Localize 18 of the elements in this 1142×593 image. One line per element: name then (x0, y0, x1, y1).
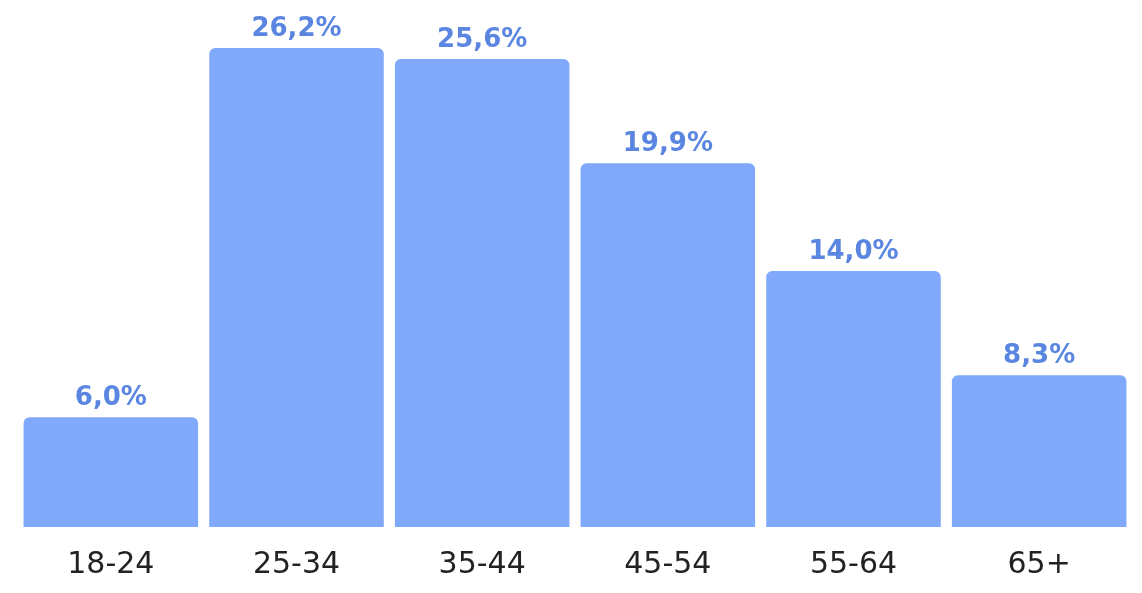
data-label: 19,9% (622, 127, 713, 158)
data-label: 14,0% (808, 235, 899, 266)
data-label: 6,0% (74, 381, 147, 412)
bar (209, 48, 384, 527)
data-label: 8,3% (1003, 339, 1076, 370)
x-tick-label: 18-24 (67, 544, 155, 580)
x-tick-label: 65+ (1007, 544, 1071, 580)
data-label: 26,2% (251, 12, 342, 42)
bar (394, 58, 570, 527)
bar (580, 163, 756, 527)
bar (23, 417, 199, 527)
x-tick-label: 35-44 (438, 544, 526, 580)
bar (951, 375, 1127, 527)
x-tick-label: 45-54 (624, 544, 712, 580)
bar (766, 271, 941, 527)
x-tick-label: 55-64 (809, 544, 898, 580)
data-label: 25,6% (437, 22, 528, 53)
x-tick-label: 25-34 (252, 544, 341, 580)
